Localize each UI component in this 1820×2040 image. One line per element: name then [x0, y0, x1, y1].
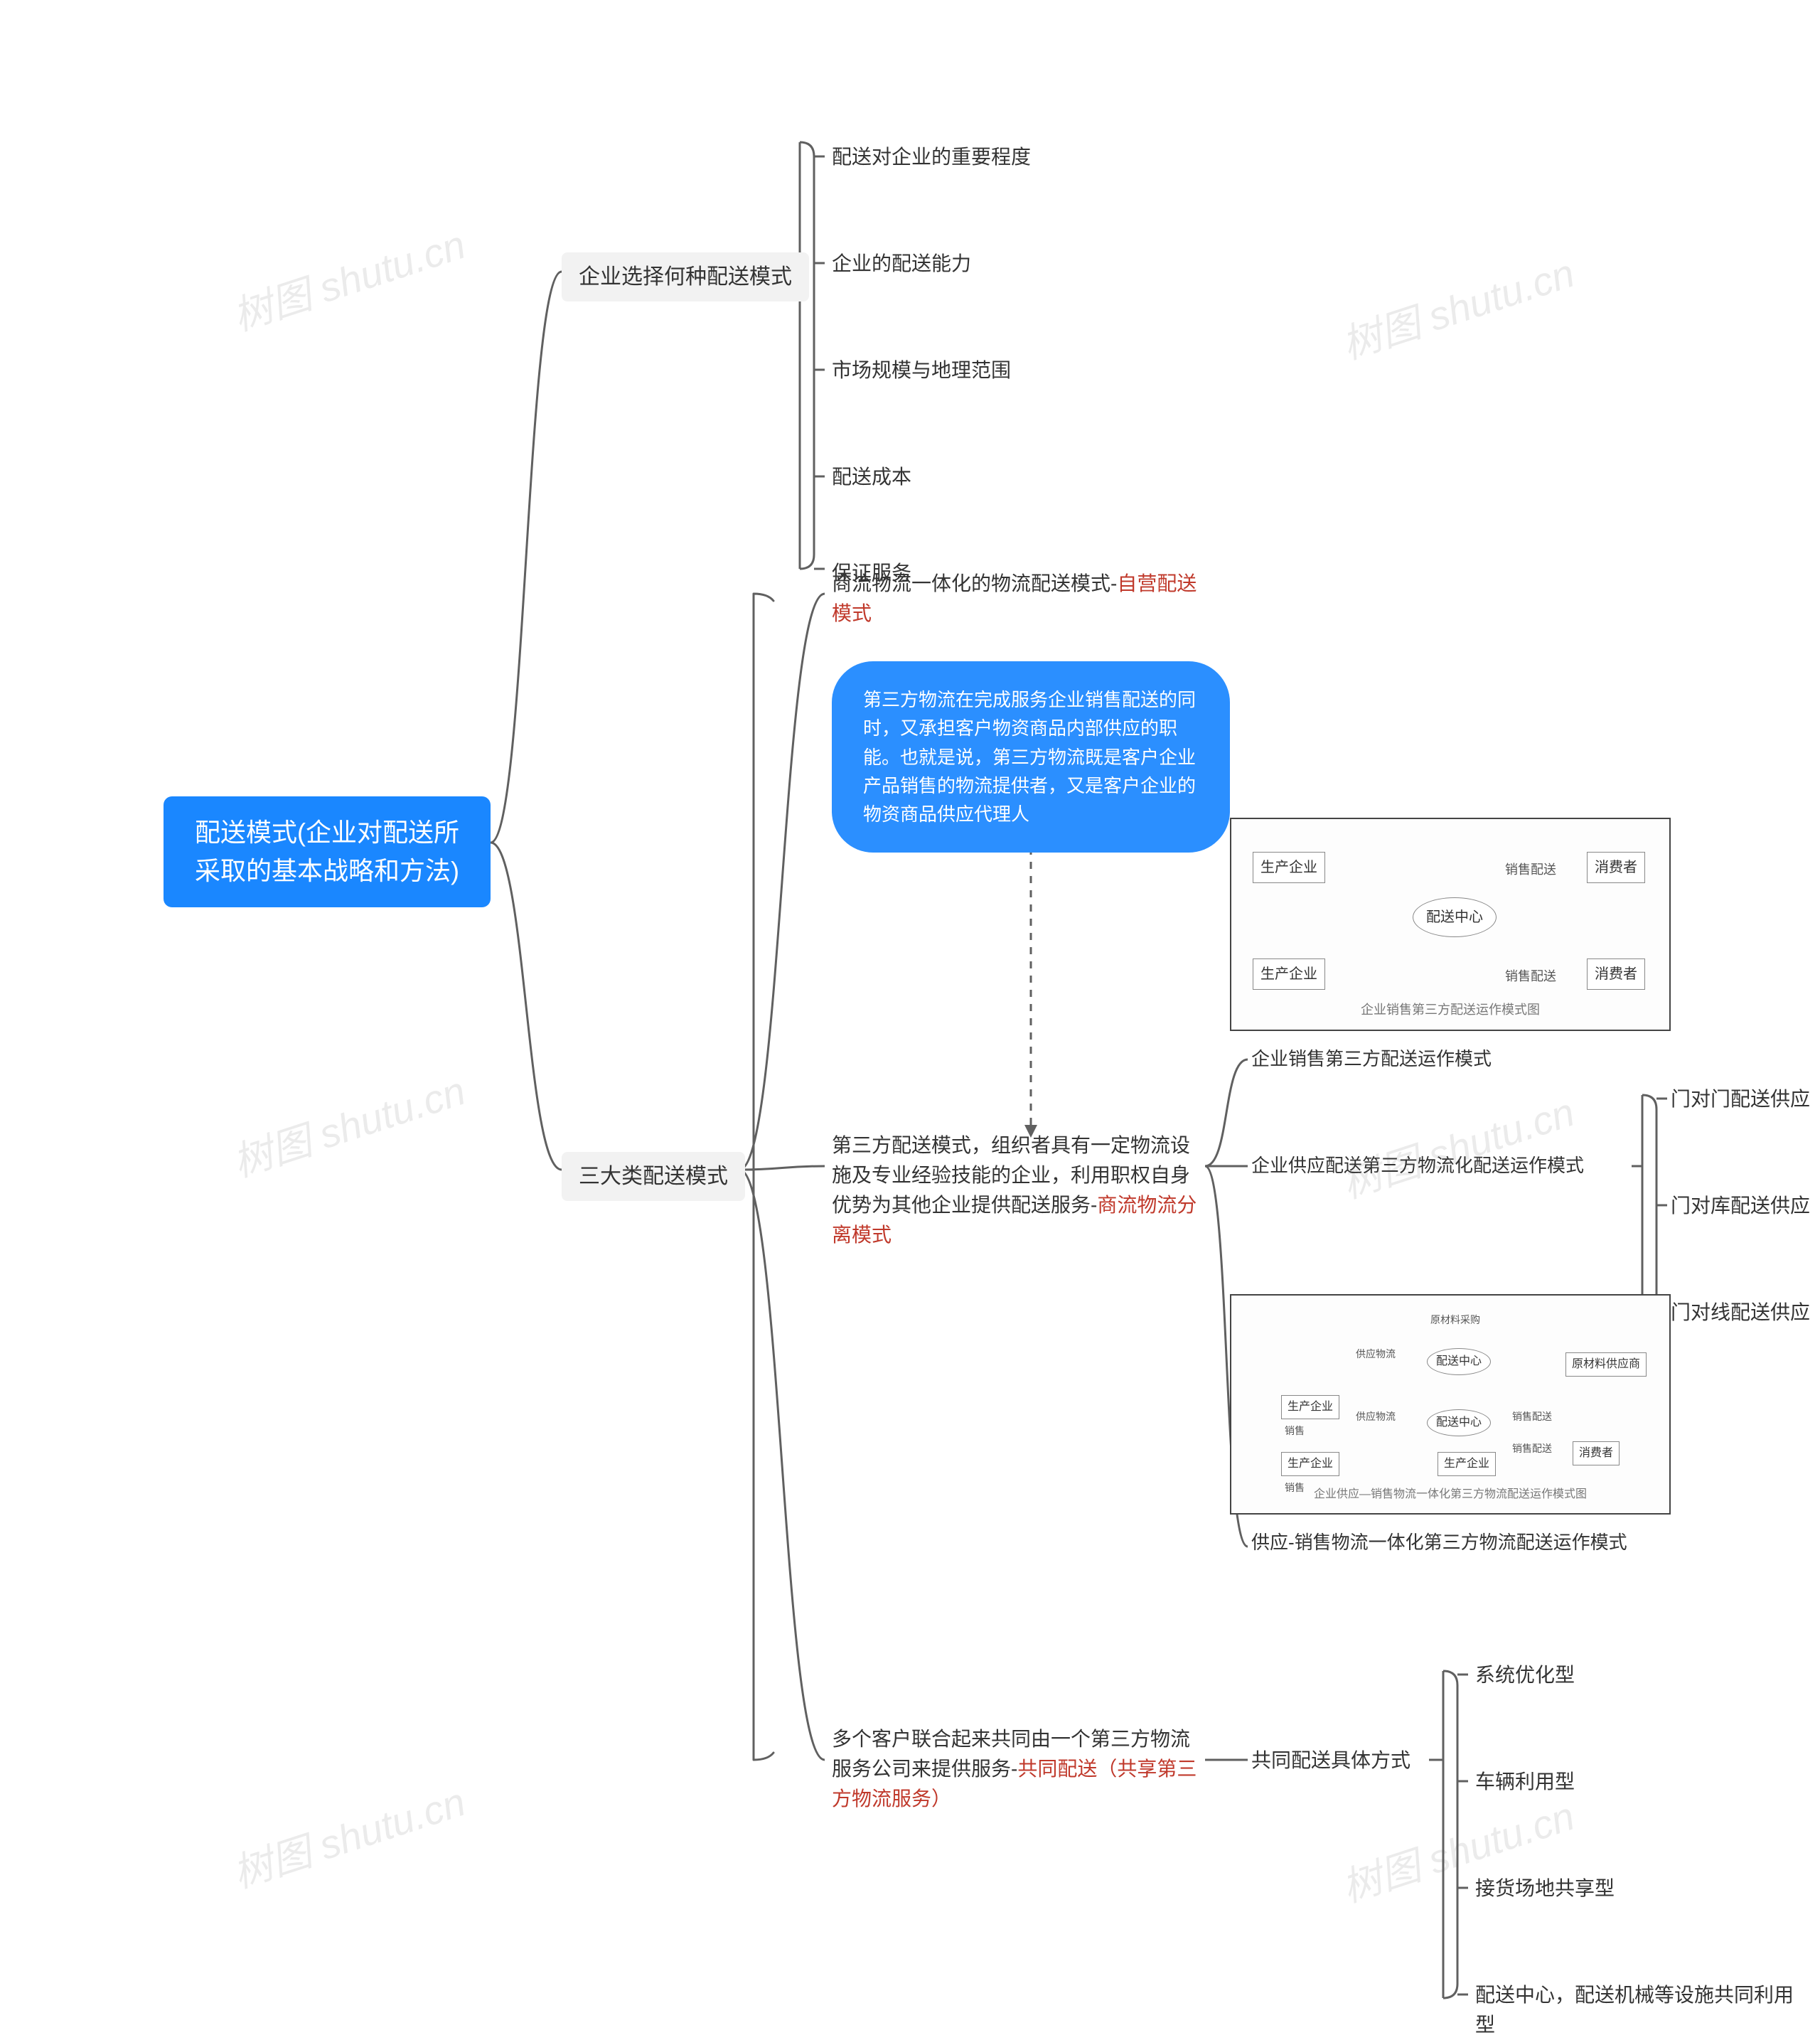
b-child-2-label: 企业供应配送第三方物流化配送运作模式: [1251, 1152, 1584, 1180]
mindmap-canvas: 树图 shutu.cn 树图 shutu.cn 树图 shutu.cn 树图 s…: [0, 0, 1820, 2040]
b2-leaf: 门对门配送供应: [1671, 1084, 1810, 1114]
callout-note: 第三方物流在完成服务企业销售配送的同时，又承担客户物资商品内部供应的职能。也就是…: [832, 661, 1230, 853]
b-child-1-label: 企业销售第三方配送运作模式: [1251, 1045, 1492, 1073]
factor-leaf: 配送对企业的重要程度: [832, 142, 1031, 172]
b2-leaf: 门对线配送供应: [1671, 1298, 1810, 1328]
d1-edge-label: 销售配送: [1505, 860, 1556, 880]
watermark: 树图 shutu.cn: [1334, 242, 1581, 371]
node-three-modes: 三大类配送模式: [562, 1152, 745, 1201]
factor-leaf: 配送成本: [832, 462, 911, 492]
c-leaf: 系统优化型: [1475, 1660, 1575, 1690]
d2-edge-label: 供应物流: [1356, 1347, 1396, 1362]
d2-node: 生产企业: [1438, 1452, 1496, 1476]
c-leaf: 车辆利用型: [1475, 1767, 1575, 1797]
watermark: 树图 shutu.cn: [225, 1771, 472, 1900]
d1-node: 生产企业: [1253, 852, 1325, 883]
d2-edge-label: 供应物流: [1356, 1409, 1396, 1424]
watermark: 树图 shutu.cn: [225, 213, 472, 343]
d1-node: 消费者: [1587, 958, 1645, 990]
b2-leaf: 门对库配送供应: [1671, 1191, 1810, 1221]
watermark: 树图 shutu.cn: [1334, 1081, 1581, 1210]
d2-edge-label: 销售配送: [1512, 1409, 1552, 1424]
d2-inner-caption: 企业供应—销售物流一体化第三方物流配送运作模式图: [1238, 1486, 1662, 1503]
d1-center: 配送中心: [1413, 897, 1497, 937]
d2-edge-label: 销售: [1285, 1424, 1305, 1438]
b-child-3-label: 供应-销售物流一体化第三方物流配送运作模式: [1251, 1529, 1627, 1556]
factor-leaf: 市场规模与地理范围: [832, 356, 1011, 385]
d2-node: 消费者: [1573, 1441, 1620, 1465]
d2-center: 配送中心: [1427, 1348, 1491, 1375]
d1-node: 生产企业: [1253, 958, 1325, 990]
diagram-2-box: 原材料采购 配送中心 供应物流 原材料供应商 生产企业 销售 配送中心 供应物流…: [1230, 1294, 1671, 1515]
d2-node: 生产企业: [1281, 1395, 1339, 1419]
mode-b: 第三方配送模式，组织者具有一定物流设施及专业经验技能的企业，利用职权自身优势为其…: [832, 1131, 1201, 1250]
node-factors: 企业选择何种配送模式: [562, 252, 809, 301]
c-leaf: 接货场地共享型: [1475, 1874, 1615, 1903]
c-leaf: 配送中心，配送机械等设施共同利用型: [1475, 1980, 1809, 2040]
d1-inner-caption: 企业销售第三方配送运作模式图: [1238, 1000, 1662, 1020]
d2-node: 生产企业: [1281, 1452, 1339, 1476]
d2-center: 配送中心: [1427, 1409, 1491, 1436]
d1-edge-label: 销售配送: [1505, 967, 1556, 986]
diagram-1-box: 生产企业 生产企业 配送中心 销售配送 销售配送 消费者 消费者 企业销售第三方…: [1230, 818, 1671, 1031]
watermark: 树图 shutu.cn: [225, 1059, 472, 1189]
d2-label: 原材料采购: [1430, 1313, 1480, 1328]
d2-edge-label: 销售配送: [1512, 1441, 1552, 1456]
root-node: 配送模式(企业对配送所采取的基本战略和方法): [164, 796, 491, 907]
d1-node: 消费者: [1587, 852, 1645, 883]
mode-c: 多个客户联合起来共同由一个第三方物流服务公司来提供服务-共同配送（共享第三方物流…: [832, 1724, 1201, 1814]
factor-leaf: 企业的配送能力: [832, 249, 971, 279]
mode-a: 商流物流一体化的物流配送模式-自营配送模式: [832, 569, 1201, 629]
d2-node: 原材料供应商: [1565, 1352, 1647, 1377]
mode-a-text: 商流物流一体化的物流配送模式-: [832, 572, 1117, 594]
c-header: 共同配送具体方式: [1251, 1746, 1410, 1775]
